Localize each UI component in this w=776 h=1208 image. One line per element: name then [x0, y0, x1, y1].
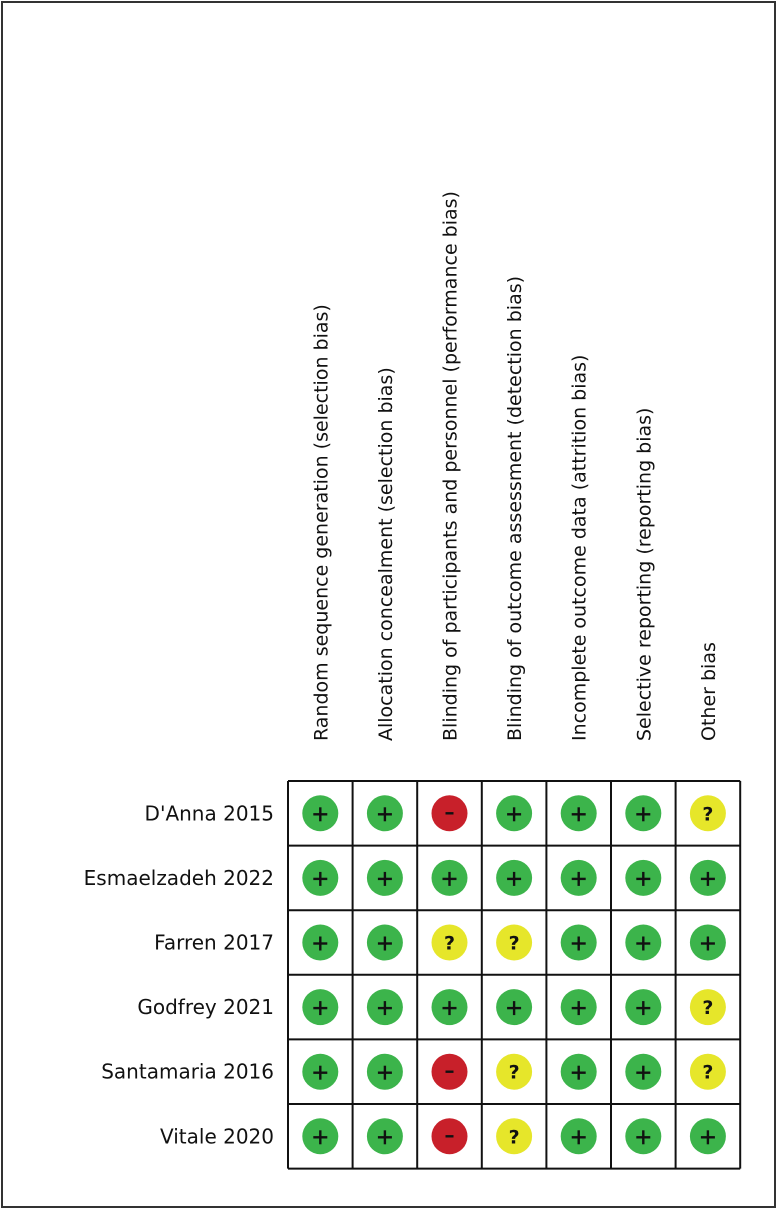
column-header: Selective reporting (reporting bias): [633, 408, 655, 741]
unclear-risk-mark: [689, 795, 726, 832]
question-icon: ?: [444, 933, 455, 955]
question-icon: ?: [509, 1126, 520, 1148]
study-label: Farren 2017: [154, 931, 274, 955]
study-label: Esmaelzadeh 2022: [84, 866, 274, 890]
column-header: Other bias: [698, 642, 720, 741]
column-header: Allocation concealment (selection bias): [375, 367, 397, 741]
question-icon: ?: [702, 803, 713, 825]
unclear-risk-mark: [689, 989, 726, 1026]
study-label: Santamaria 2016: [101, 1060, 274, 1084]
question-icon: ?: [702, 997, 713, 1019]
unclear-risk-mark: [496, 1118, 533, 1155]
column-header: Incomplete outcome data (attrition bias): [569, 355, 591, 741]
unclear-risk-mark: [431, 924, 468, 961]
study-label: Godfrey 2021: [137, 995, 274, 1019]
study-label: Vitale 2020: [160, 1124, 274, 1148]
question-icon: ?: [702, 1062, 713, 1084]
column-header: Blinding of participants and personnel (…: [440, 191, 462, 741]
column-header: Blinding of outcome assessment (detectio…: [504, 276, 526, 741]
unclear-risk-mark: [689, 1053, 726, 1090]
column-header: Random sequence generation (selection bi…: [310, 304, 332, 741]
study-label: D'Anna 2015: [145, 801, 274, 825]
question-icon: ?: [509, 933, 520, 955]
question-icon: ?: [509, 1062, 520, 1084]
unclear-risk-mark: [496, 1053, 533, 1090]
unclear-risk-mark: [496, 924, 533, 961]
